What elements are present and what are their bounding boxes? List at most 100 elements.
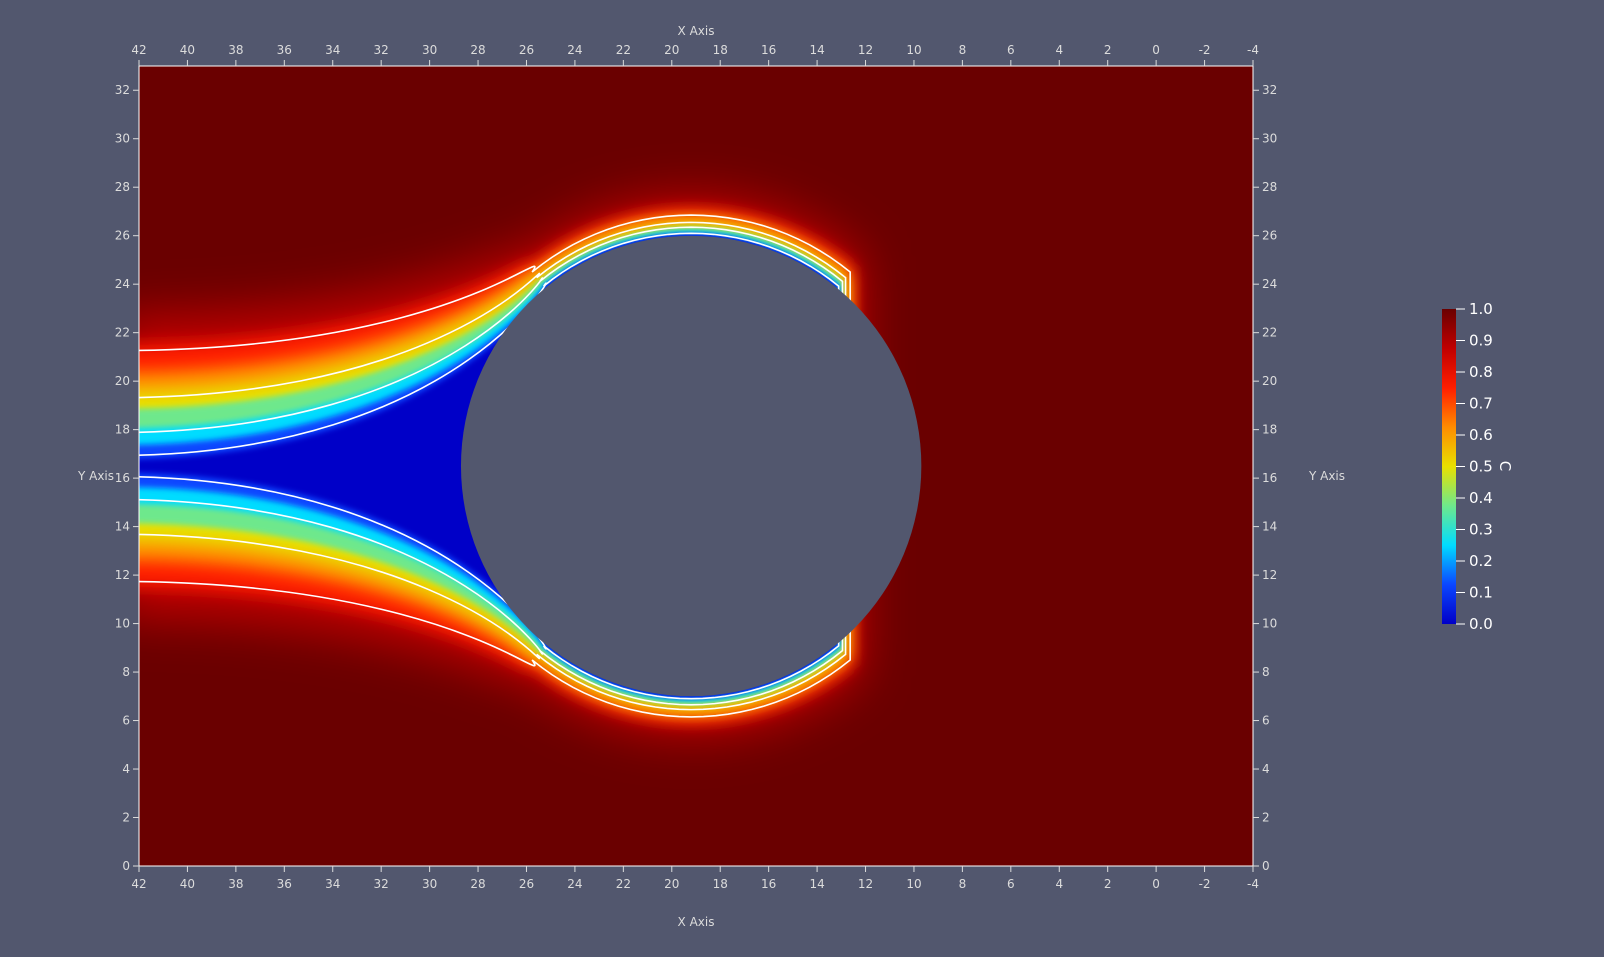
x-tick-label-top: -4 — [1247, 43, 1259, 57]
y-tick-label-right: 26 — [1262, 229, 1277, 243]
x-tick-label-top: 8 — [959, 43, 967, 57]
x-tick-label-bottom: 40 — [180, 877, 195, 891]
x-tick-label-top: 20 — [664, 43, 679, 57]
y-tick-label-left: 16 — [115, 471, 130, 485]
y-tick-label-left: 12 — [115, 568, 130, 582]
x-tick-label-bottom: 26 — [519, 877, 534, 891]
y-tick-label-right: 8 — [1262, 665, 1270, 679]
x-tick-label-top: 28 — [470, 43, 485, 57]
x-tick-label-bottom: 36 — [277, 877, 292, 891]
y-tick-label-left: 20 — [115, 374, 130, 388]
y-tick-label-right: 2 — [1262, 811, 1270, 825]
colorbar-tick-label: 0.7 — [1469, 395, 1493, 413]
colorbar-tick-label: 0.5 — [1469, 458, 1493, 476]
scalar-field-plot — [115, 66, 1253, 866]
colorbar-gradient — [1442, 309, 1456, 624]
y-tick-label-left: 28 — [115, 180, 130, 194]
x-tick-label-top: 2 — [1104, 43, 1112, 57]
x-axis-title-top: X Axis — [678, 24, 715, 38]
y-tick-label-left: 22 — [115, 326, 130, 340]
colorbar-tick-label: 0.8 — [1469, 363, 1493, 381]
obstacle-circle — [461, 236, 921, 696]
y-axis-title-left: Y Axis — [77, 469, 114, 483]
y-tick-label-left: 2 — [122, 811, 130, 825]
colorbar-tick-label: 1.0 — [1469, 300, 1493, 318]
y-tick-label-left: 32 — [115, 83, 130, 97]
y-axis-title-right: Y Axis — [1308, 469, 1345, 483]
x-tick-label-bottom: 8 — [959, 877, 967, 891]
x-tick-label-top: 42 — [131, 43, 146, 57]
y-tick-label-right: 10 — [1262, 617, 1277, 631]
x-tick-label-top: -2 — [1199, 43, 1211, 57]
x-tick-label-bottom: 34 — [325, 877, 340, 891]
x-tick-label-top: 12 — [858, 43, 873, 57]
colorbar-ticks: 0.0 0.1 0.2 0.3 0.4 0.5 0.6 0.7 0.8 0.9 1.0 — [1456, 300, 1493, 633]
y-tick-label-right: 24 — [1262, 277, 1277, 291]
x-tick-label-bottom: 38 — [228, 877, 243, 891]
x-tick-label-bottom: 32 — [374, 877, 389, 891]
x-tick-label-top: 6 — [1007, 43, 1015, 57]
x-tick-label-top: 22 — [616, 43, 631, 57]
y-tick-label-left: 8 — [122, 665, 130, 679]
y-tick-label-right: 0 — [1262, 859, 1270, 873]
x-tick-label-top: 36 — [277, 43, 292, 57]
x-tick-label-bottom: 2 — [1104, 877, 1112, 891]
x-tick-label-top: 10 — [906, 43, 921, 57]
y-tick-label-left: 14 — [115, 520, 130, 534]
x-tick-label-top: 14 — [809, 43, 824, 57]
x-tick-label-bottom: 42 — [131, 877, 146, 891]
colorbar-tick-label: 0.1 — [1469, 584, 1493, 602]
x-tick-label-top: 34 — [325, 43, 340, 57]
y-tick-label-left: 26 — [115, 229, 130, 243]
y-tick-label-right: 18 — [1262, 423, 1277, 437]
y-tick-label-right: 20 — [1262, 374, 1277, 388]
x-tick-label-bottom: 28 — [470, 877, 485, 891]
y-tick-label-right: 4 — [1262, 762, 1270, 776]
x-tick-label-bottom: 30 — [422, 877, 437, 891]
x-tick-label-top: 32 — [374, 43, 389, 57]
x-tick-label-top: 40 — [180, 43, 195, 57]
y-tick-label-right: 22 — [1262, 326, 1277, 340]
y-tick-label-left: 0 — [122, 859, 130, 873]
y-tick-label-right: 6 — [1262, 714, 1270, 728]
y-tick-label-left: 6 — [122, 714, 130, 728]
colorbar-tick-label: 0.3 — [1469, 521, 1493, 539]
x-tick-label-bottom: 4 — [1055, 877, 1063, 891]
x-tick-label-bottom: 6 — [1007, 877, 1015, 891]
colorbar-tick-label: 0.4 — [1469, 489, 1493, 507]
y-tick-label-left: 24 — [115, 277, 130, 291]
colorbar-tick-label: 0.6 — [1469, 426, 1493, 444]
x-tick-label-bottom: 12 — [858, 877, 873, 891]
x-tick-label-top: 16 — [761, 43, 776, 57]
x-tick-label-bottom: 14 — [809, 877, 824, 891]
y-tick-label-left: 30 — [115, 132, 130, 146]
y-tick-label-right: 28 — [1262, 180, 1277, 194]
x-tick-label-top: 38 — [228, 43, 243, 57]
x-axis-title-bottom: X Axis — [678, 915, 715, 929]
colorbar-tick-label: 0.9 — [1469, 332, 1493, 350]
x-tick-label-top: 18 — [713, 43, 728, 57]
x-tick-label-bottom: 16 — [761, 877, 776, 891]
colorbar-tick-label: 0.0 — [1469, 615, 1493, 633]
x-tick-label-top: 4 — [1055, 43, 1063, 57]
x-tick-label-top: 24 — [567, 43, 582, 57]
y-tick-label-right: 12 — [1262, 568, 1277, 582]
colorbar-legend: 0.0 0.1 0.2 0.3 0.4 0.5 0.6 0.7 0.8 0.9 1.0 C — [1442, 300, 1514, 633]
x-tick-label-top: 26 — [519, 43, 534, 57]
x-tick-label-bottom: 24 — [567, 877, 582, 891]
x-tick-label-bottom: 0 — [1152, 877, 1160, 891]
y-tick-label-left: 18 — [115, 423, 130, 437]
y-tick-label-right: 32 — [1262, 83, 1277, 97]
x-tick-label-top: 0 — [1152, 43, 1160, 57]
x-tick-label-bottom: -4 — [1247, 877, 1259, 891]
x-tick-label-top: 30 — [422, 43, 437, 57]
x-tick-label-bottom: 20 — [664, 877, 679, 891]
colorbar-title: C — [1496, 461, 1514, 471]
colorbar-tick-label: 0.2 — [1469, 552, 1493, 570]
x-tick-label-bottom: 10 — [906, 877, 921, 891]
x-tick-label-bottom: -2 — [1199, 877, 1211, 891]
y-tick-label-right: 16 — [1262, 471, 1277, 485]
x-tick-label-bottom: 22 — [616, 877, 631, 891]
y-tick-label-left: 4 — [122, 762, 130, 776]
